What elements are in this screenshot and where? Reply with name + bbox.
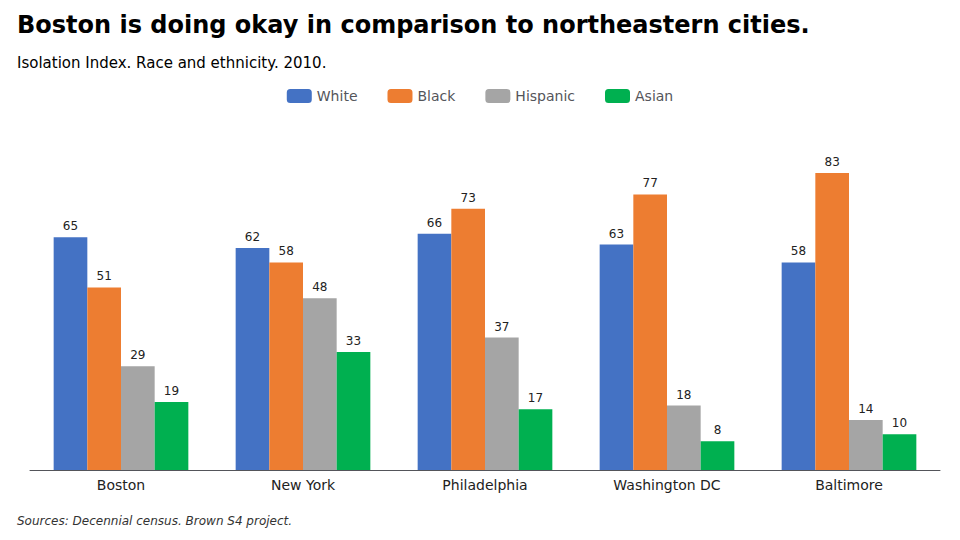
svg-text:51: 51 bbox=[97, 269, 112, 283]
svg-text:63: 63 bbox=[609, 227, 624, 241]
svg-text:58: 58 bbox=[791, 244, 806, 258]
svg-text:18: 18 bbox=[676, 388, 691, 402]
svg-text:62: 62 bbox=[245, 230, 260, 244]
svg-text:10: 10 bbox=[892, 416, 907, 430]
svg-text:New York: New York bbox=[271, 477, 336, 493]
svg-text:Washington DC: Washington DC bbox=[613, 477, 721, 493]
svg-text:Sources: Decennial census. Bro: Sources: Decennial census. Brown S4 proj… bbox=[17, 514, 292, 528]
svg-text:Black: Black bbox=[417, 88, 456, 104]
svg-text:Philadelphia: Philadelphia bbox=[442, 477, 527, 493]
svg-text:73: 73 bbox=[461, 191, 476, 205]
svg-text:66: 66 bbox=[427, 216, 442, 230]
svg-text:48: 48 bbox=[312, 280, 327, 294]
svg-text:Asian: Asian bbox=[635, 88, 673, 104]
svg-text:Baltimore: Baltimore bbox=[815, 477, 883, 493]
svg-text:14: 14 bbox=[858, 402, 873, 416]
svg-text:29: 29 bbox=[130, 348, 145, 362]
svg-text:77: 77 bbox=[643, 176, 658, 190]
svg-text:65: 65 bbox=[63, 219, 78, 233]
svg-text:58: 58 bbox=[279, 244, 294, 258]
svg-text:Hispanic: Hispanic bbox=[515, 88, 575, 104]
svg-text:33: 33 bbox=[346, 334, 361, 348]
svg-text:Boston: Boston bbox=[97, 477, 145, 493]
svg-text:37: 37 bbox=[494, 320, 509, 334]
svg-text:White: White bbox=[317, 88, 358, 104]
svg-text:17: 17 bbox=[528, 391, 543, 405]
svg-text:Boston is doing okay in compar: Boston is doing okay in comparison to no… bbox=[17, 11, 810, 39]
svg-text:8: 8 bbox=[714, 423, 722, 437]
svg-text:19: 19 bbox=[164, 384, 179, 398]
svg-text:Isolation Index. Race and ethn: Isolation Index. Race and ethnicity. 201… bbox=[17, 54, 326, 72]
svg-text:83: 83 bbox=[825, 155, 840, 169]
